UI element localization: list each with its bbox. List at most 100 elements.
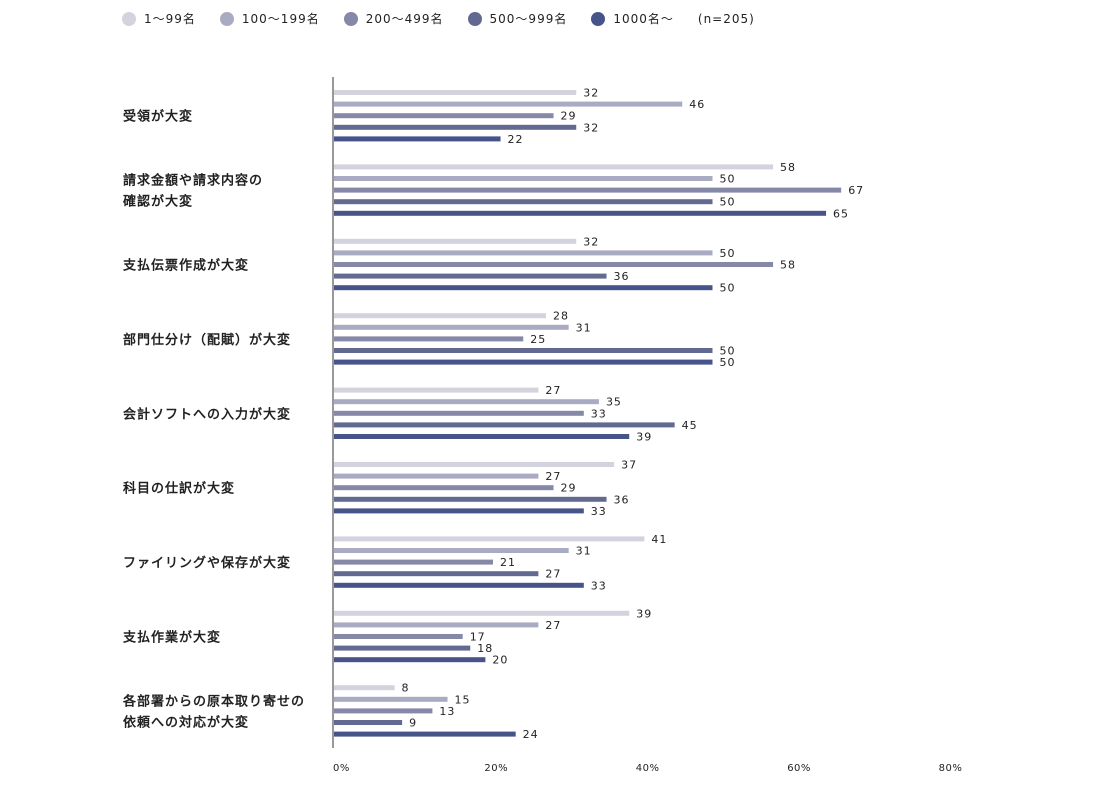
category-label: 支払作業が大変	[122, 630, 221, 646]
legend-swatch-500-999	[467, 11, 482, 26]
bar	[334, 210, 827, 216]
category-label: 依頼への対応が大変	[123, 714, 249, 730]
legend-label-200-499: 200〜499名	[365, 12, 444, 26]
bar-value-label: 17	[470, 631, 486, 644]
bar	[334, 250, 713, 256]
legend-swatch-1000	[591, 11, 606, 26]
bar-value-label: 32	[583, 235, 599, 248]
bar-value-label: 33	[591, 407, 607, 420]
bar-value-label: 67	[848, 184, 864, 197]
bar	[334, 508, 584, 514]
bar-value-label: 20	[492, 654, 508, 667]
bar	[334, 462, 615, 467]
bar	[334, 645, 471, 651]
legend-swatch-200-499	[343, 11, 358, 26]
bar	[334, 473, 539, 479]
bar	[334, 496, 607, 502]
legend-item-1-99: 1〜99名	[122, 10, 196, 27]
bar-value-label: 29	[561, 482, 577, 495]
bar	[334, 422, 675, 428]
category-label: 支払伝票作成が大変	[122, 258, 249, 274]
bar-value-label: 58	[780, 259, 796, 272]
bar	[334, 285, 713, 291]
legend-swatch-1-99	[122, 11, 136, 26]
bar	[334, 731, 516, 737]
bar-value-label: 15	[455, 693, 471, 706]
bar	[334, 634, 463, 639]
legend-item-100-199: 100〜199名	[219, 10, 320, 27]
bar-value-label: 13	[439, 705, 455, 718]
bar	[334, 187, 842, 193]
bar	[334, 313, 546, 319]
bar-value-label: 18	[477, 642, 493, 655]
legend: 1〜99名 100〜199名 200〜499名 500〜999名 1000名〜 …	[122, 10, 755, 27]
legend-swatch-100-199	[219, 11, 234, 26]
bar	[334, 536, 645, 542]
bar	[334, 101, 683, 107]
bar	[334, 164, 774, 170]
sample-size-label: (n=205)	[697, 11, 755, 26]
x-tick-label: 60%	[787, 763, 811, 774]
bar	[334, 485, 554, 491]
bar	[334, 324, 569, 330]
bar	[334, 610, 630, 616]
category-label: 会計ソフトへの入力が大変	[123, 406, 291, 422]
bar	[334, 359, 713, 365]
x-tick-label: 80%	[939, 763, 963, 774]
bar	[334, 90, 577, 95]
bar	[334, 336, 524, 342]
legend-item-1000: 1000名〜	[591, 10, 674, 27]
bar-value-label: 50	[720, 356, 736, 369]
bar	[334, 708, 433, 714]
bar-value-label: 50	[720, 173, 736, 186]
bar	[334, 685, 395, 691]
bar-value-label: 32	[583, 87, 599, 100]
bar-value-label: 46	[689, 98, 705, 111]
bar	[334, 124, 577, 130]
bar-value-label: 21	[500, 556, 516, 569]
bar	[334, 548, 569, 553]
bar-value-label: 24	[523, 728, 539, 741]
x-tick-label: 0%	[333, 763, 350, 774]
bar-value-label: 22	[508, 133, 524, 146]
bar-value-label: 45	[682, 419, 698, 432]
bar-value-label: 36	[614, 270, 630, 283]
bar-value-label: 9	[409, 717, 417, 730]
bar-value-label: 27	[545, 568, 561, 581]
bar-value-label: 33	[591, 579, 607, 592]
category-label: 受領が大変	[123, 109, 193, 125]
x-tick-label: 20%	[484, 763, 508, 774]
bar-value-label: 39	[636, 431, 652, 444]
bar-value-label: 39	[636, 607, 652, 620]
bar	[334, 657, 486, 663]
bar	[334, 136, 501, 142]
category-label: 部門仕分け（配賦）が大変	[123, 332, 291, 348]
bar	[334, 387, 539, 393]
bar-value-label: 31	[576, 545, 592, 558]
bar	[334, 622, 539, 628]
bar-value-label: 50	[720, 247, 736, 260]
category-label: ファイリングや保存が大変	[123, 555, 291, 571]
bar-value-label: 27	[545, 470, 561, 483]
bar	[334, 559, 493, 565]
category-label: 各部署からの原本取り寄せの	[122, 693, 305, 709]
bar	[334, 410, 584, 416]
bar-value-label: 41	[651, 533, 667, 546]
category-label: 確認が大変	[123, 194, 193, 210]
bar-value-label: 33	[591, 505, 607, 518]
bar	[334, 348, 713, 353]
bar-value-label: 29	[561, 110, 577, 123]
bar-value-label: 32	[583, 121, 599, 134]
bar	[334, 176, 713, 181]
legend-item-500-999: 500〜999名	[467, 10, 568, 27]
bar-value-label: 25	[530, 333, 546, 346]
bar	[334, 262, 774, 267]
legend-label-500-999: 500〜999名	[489, 12, 568, 26]
bar-value-label: 50	[720, 282, 736, 295]
bar-value-label: 27	[545, 619, 561, 632]
bar-value-label: 35	[606, 396, 622, 409]
bar-value-label: 31	[576, 321, 592, 334]
legend-label-1-99: 1〜99名	[144, 12, 196, 26]
legend-label-1000: 1000名〜	[613, 12, 674, 26]
